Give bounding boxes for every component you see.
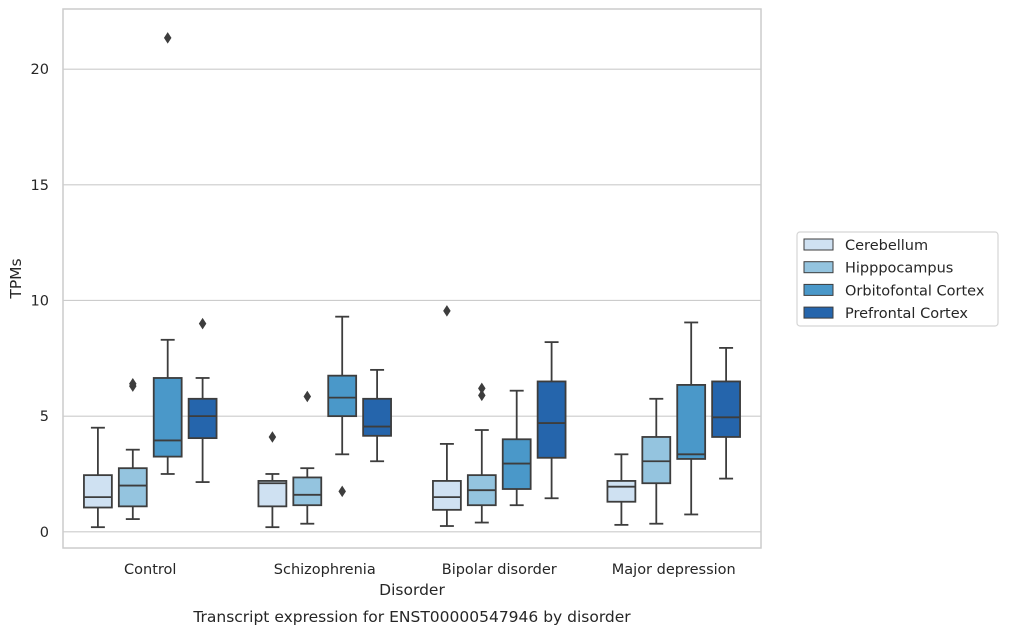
legend-label: Cerebellum [845, 238, 928, 254]
y-tick-label: 10 [31, 293, 49, 309]
box-iqr [362, 397, 392, 437]
box-iqr [117, 467, 148, 508]
box-schizophrenia-hipppocampus [292, 390, 323, 525]
y-tick-label: 0 [40, 525, 49, 541]
y-axis-label: TPMs [7, 258, 25, 299]
x-axis-ticks: Control Schizophrenia Bipolar disorder Majo… [124, 562, 736, 578]
legend-label: Hipppocampus [845, 261, 953, 277]
x-tick-label: Control [124, 562, 176, 578]
legend-swatch [803, 261, 834, 274]
box-bipolar-disorder-prefrontal-cortex [536, 341, 567, 500]
legend-label: Orbitofontal Cortex [845, 283, 985, 299]
x-tick-label: Schizophrenia [274, 562, 376, 578]
box-major-depression-hipppocampus [641, 397, 672, 525]
box-control-hipppocampus [117, 378, 148, 520]
x-tick-label: Bipolar disorder [442, 562, 557, 578]
legend-swatch [803, 283, 834, 296]
box-major-depression-prefrontal-cortex [711, 346, 741, 480]
plot-frame [62, 8, 762, 549]
y-tick-label: 5 [40, 409, 49, 425]
outlier-point [338, 485, 346, 498]
legend-swatch [803, 238, 834, 251]
box-bipolar-disorder-orbitofontal-cortex [501, 389, 532, 507]
y-axis-ticks: 0 5 10 15 20 [31, 62, 49, 541]
box-major-depression-cerebellum [606, 453, 637, 526]
box-iqr [187, 397, 218, 440]
outlier-point [198, 317, 207, 330]
box-bipolar-disorder-hipppocampus [466, 382, 497, 524]
chart-title: Transcript expression for ENST0000054794… [192, 608, 631, 626]
y-tick-label: 15 [31, 178, 49, 194]
box-control-orbitofontal-cortex [152, 32, 183, 475]
outlier-point [129, 378, 137, 390]
box-schizophrenia-orbitofontal-cortex [327, 315, 358, 498]
box-schizophrenia-prefrontal-cortex [362, 368, 392, 463]
box-iqr [152, 377, 183, 458]
box-iqr [536, 380, 567, 459]
outlier-point [163, 32, 172, 44]
outlier-point [478, 389, 486, 402]
box-iqr [292, 476, 323, 507]
box-iqr [641, 436, 672, 485]
legend-item-prefrontal-cortex: Prefrontal Cortex [803, 306, 968, 322]
box-iqr [327, 374, 358, 418]
box-plot-series [83, 32, 741, 529]
box-iqr [83, 474, 113, 509]
outlier-point [268, 431, 277, 443]
legend-frame [796, 231, 999, 327]
legend-item-hipppocampus: Hipppocampus [803, 261, 953, 277]
box-control-cerebellum [83, 426, 113, 529]
outlier-point [303, 390, 312, 403]
x-tick-label: Major depression [612, 562, 736, 578]
box-iqr [432, 480, 462, 511]
outlier-point [478, 382, 486, 395]
legend-item-orbitofontal-cortex: Orbitofontal Cortex [803, 283, 985, 299]
legend-label: Prefrontal Cortex [845, 306, 968, 322]
box-iqr [606, 480, 637, 503]
box-bipolar-disorder-cerebellum [432, 305, 462, 527]
box-iqr [711, 380, 741, 438]
box-schizophrenia-cerebellum [257, 431, 288, 529]
legend: Cerebellum Hipppocampus Orbitofontal Corte… [796, 231, 999, 327]
box-iqr [257, 480, 288, 508]
x-axis-label: Disorder [379, 581, 445, 599]
box-control-prefrontal-cortex [187, 317, 218, 483]
box-major-depression-orbitofontal-cortex [676, 321, 707, 516]
box-iqr [676, 384, 707, 460]
legend-item-cerebellum: Cerebellum [803, 238, 928, 254]
outlier-point [443, 305, 451, 317]
legend-swatch [803, 306, 834, 319]
y-tick-label: 20 [31, 62, 49, 78]
